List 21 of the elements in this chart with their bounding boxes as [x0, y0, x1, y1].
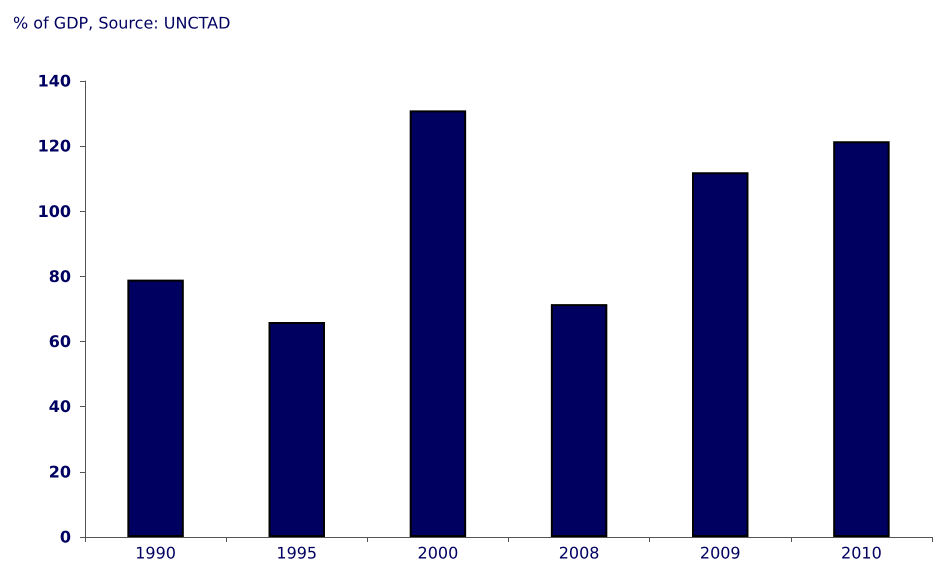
- chart-title: % of GDP, Source: UNCTAD: [13, 14, 230, 32]
- bar: [692, 172, 748, 537]
- y-tick-label: 0: [60, 528, 71, 546]
- y-tick-label: 100: [38, 202, 71, 221]
- y-tick-label: 20: [48, 462, 71, 482]
- x-tick-label: 1990: [135, 544, 176, 562]
- y-tick-label: 40: [48, 397, 71, 416]
- x-tick-label: 1995: [276, 544, 318, 562]
- y-tick-label: 60: [48, 332, 71, 352]
- bar: [127, 280, 184, 537]
- x-tick-label: 2009: [700, 544, 741, 562]
- bar: [268, 322, 325, 537]
- y-tick-label: 120: [38, 136, 71, 156]
- bar: [410, 110, 466, 537]
- bar: [550, 304, 608, 537]
- y-tick-label: 140: [38, 72, 71, 90]
- x-tick-label: 2000: [418, 544, 458, 562]
- x-tick-label: 2010: [841, 544, 882, 562]
- bar: [833, 141, 890, 537]
- y-tick-label: 80: [48, 266, 71, 286]
- x-tick-label: 2008: [558, 544, 600, 562]
